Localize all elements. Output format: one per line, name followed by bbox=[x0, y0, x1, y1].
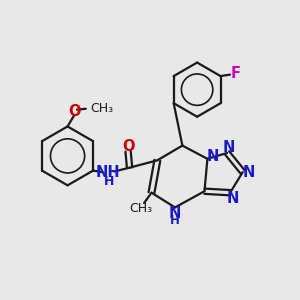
Text: N: N bbox=[206, 149, 219, 164]
Text: H: H bbox=[170, 214, 180, 227]
Text: N: N bbox=[169, 206, 181, 221]
Text: CH₃: CH₃ bbox=[130, 202, 153, 215]
Text: N: N bbox=[222, 140, 235, 154]
Text: O: O bbox=[68, 103, 80, 118]
Text: CH₃: CH₃ bbox=[90, 102, 113, 115]
Text: NH: NH bbox=[96, 165, 121, 180]
Text: O: O bbox=[122, 139, 134, 154]
Text: N: N bbox=[243, 165, 255, 180]
Text: H: H bbox=[103, 175, 114, 188]
Text: N: N bbox=[227, 191, 239, 206]
Text: F: F bbox=[231, 66, 241, 81]
